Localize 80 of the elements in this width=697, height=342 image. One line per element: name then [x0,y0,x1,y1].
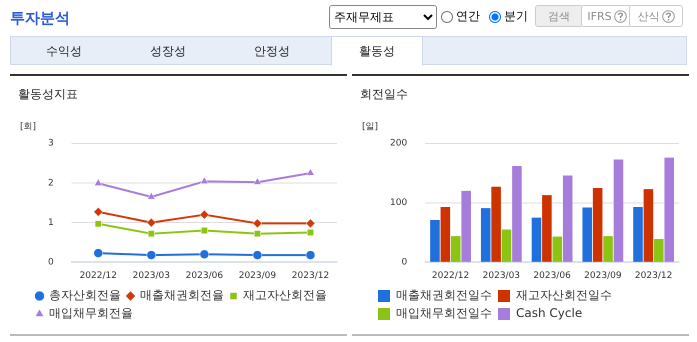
legend-label: 재고자산회전일수 [516,288,612,302]
point [200,227,208,234]
legend-label: 총자산회전율 [49,288,121,302]
text: 투자분석 [10,9,70,28]
bar [542,195,552,262]
y-tick-label: 2 [48,178,54,188]
x-tick-label: 2023/09 [238,270,276,281]
y-tick-label: 200 [390,138,408,149]
bar [562,175,572,262]
legend-label: 매입채무회전일수 [396,306,492,320]
point [146,218,156,228]
text: IFRS [587,10,612,22]
point [94,178,102,186]
text: 성장성 [149,43,187,60]
text: 안정성 [253,43,291,60]
x-tick-label: 2023/12 [292,270,330,281]
point [307,229,314,236]
text: 활동성 [331,36,423,66]
y-tick-label: 0 [48,258,54,268]
x-tick-label: 2022/12 [432,270,470,281]
legend-label: 재고자산회전율 [243,288,327,302]
bar [440,206,450,262]
point [148,230,155,238]
x-tick-label: 2023/12 [634,270,672,281]
bar [461,190,471,262]
x-tick-label: 2022/12 [80,270,117,281]
bar [491,186,501,262]
bar [582,208,592,262]
bar [592,188,602,262]
x-tick-label: 2023/06 [186,270,224,281]
legend-label: 매입채무회전율 [49,306,133,320]
point [306,168,315,176]
bar [430,220,440,262]
bar [614,159,624,262]
bar [502,230,512,262]
text: 수익성 [45,43,83,60]
x-tick-label: 2023/06 [533,270,572,281]
y-tick-label: 0 [401,258,408,268]
text: 연간 [456,8,480,25]
bar [603,236,613,262]
point [252,218,262,228]
bar [450,236,461,262]
point [200,210,210,220]
bar [644,189,654,262]
x-tick-label: 2023/03 [132,270,170,281]
point [200,250,210,260]
y-tick-label: 3 [48,138,54,149]
point [94,207,104,217]
point [306,250,316,260]
y-axis-title: [일] [362,121,378,133]
point [94,220,102,228]
y-tick-label: 100 [390,198,408,208]
text: 분기 [504,8,528,25]
point [252,250,262,260]
bar [664,158,674,262]
text: 검색 [548,8,570,24]
legend-label: 매출채권회전일수 [396,288,492,302]
point [147,192,156,200]
text: 산식 [638,8,660,24]
point [306,218,316,228]
bar [480,208,490,262]
bar [654,239,664,262]
bar [552,236,562,262]
point [94,248,104,258]
point [200,176,209,184]
legend-label: Cash Cycle [516,306,582,320]
legend-label: 매출채권회전율 [140,288,224,302]
point [146,250,156,260]
x-tick-label: 2023/09 [584,270,622,281]
y-axis-title: [회] [20,121,36,133]
point [254,230,261,238]
point [253,177,262,185]
text: 주재무제표 [329,5,437,29]
x-tick-label: 2023/03 [482,270,520,281]
chart-title: 회전일수 [360,86,408,103]
bar [633,206,643,262]
bar [532,218,542,262]
chart-title: 활동성지표 [18,86,78,103]
bar [512,166,522,262]
y-tick-label: 1 [48,218,54,228]
